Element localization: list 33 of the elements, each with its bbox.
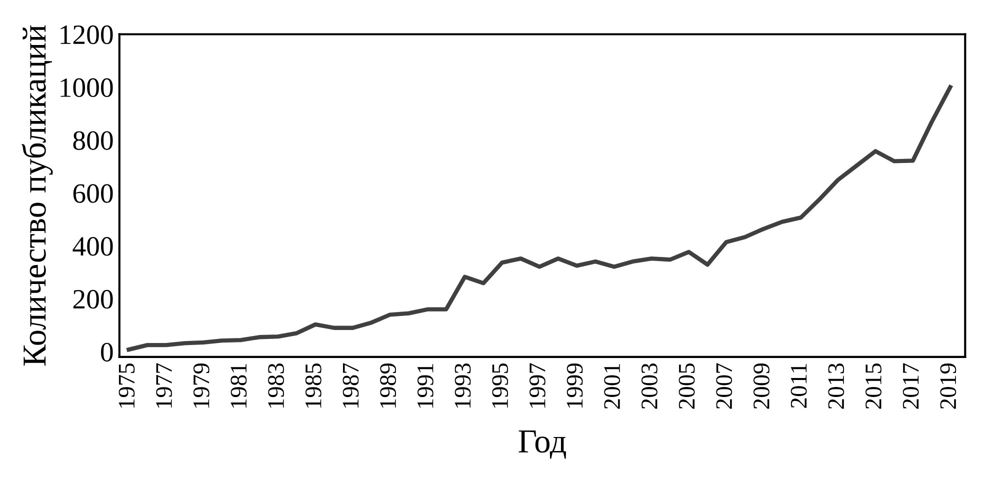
x-tick-label: 1977 [156, 363, 172, 408]
y-axis-title: Количество публикаций [22, 25, 53, 366]
x-tick-label: 2011 [790, 364, 807, 408]
x-tick-label: 2019 [940, 363, 956, 409]
x-tick-label: 1989 [380, 363, 396, 408]
x-tick-label: 1983 [268, 363, 284, 408]
x-axis-title: Год [518, 430, 566, 459]
y-tick-label: 600 [73, 184, 113, 203]
x-tick-label: 2005 [678, 363, 695, 409]
x-tick-label: 2003 [641, 363, 658, 409]
x-tick-label: 2017 [902, 363, 919, 409]
x-tick-label: 1979 [193, 363, 210, 408]
x-tick-label: 2009 [753, 363, 770, 409]
y-tick-label: 1200 [60, 25, 113, 44]
x-tick-label: 1997 [530, 363, 546, 408]
y-tick-label: 800 [73, 131, 113, 150]
x-tick-label: 2001 [604, 364, 620, 409]
x-tick-label: 1985 [305, 363, 322, 408]
line-series [126, 85, 952, 352]
x-tick-label: 2015 [866, 363, 882, 409]
x-tick-label: 1999 [566, 363, 583, 408]
y-tick-label: 0 [101, 342, 113, 362]
y-tick-label: 1000 [60, 78, 113, 98]
y-tick-label: 400 [72, 237, 113, 256]
x-tick-label: 1975 [118, 363, 135, 408]
x-tick-label: 1995 [492, 363, 508, 408]
x-tick-label: 1991 [417, 364, 434, 408]
x-tick-label: 2013 [828, 363, 844, 409]
x-tick-label: 2007 [716, 363, 732, 409]
x-tick-label: 1987 [342, 363, 359, 408]
x-tick-label: 1981 [230, 364, 247, 408]
y-tick-label: 200 [73, 290, 113, 309]
x-tick-label: 1993 [454, 363, 471, 408]
